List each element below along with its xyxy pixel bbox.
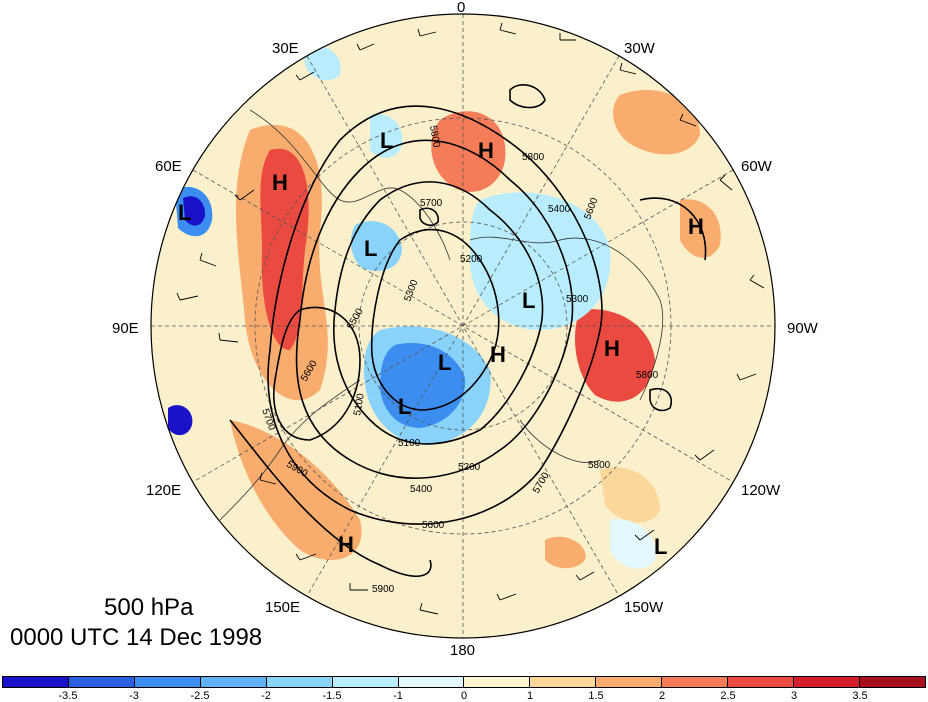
colorbar-tick-label: -1: [393, 690, 403, 702]
longitude-label-30e: 30E: [272, 40, 299, 57]
pressure-center-label: H: [272, 170, 288, 195]
map-disk: [150, 13, 776, 639]
colorbar-swatch: [728, 677, 795, 687]
colorbar-tick-label: 1.5: [588, 690, 604, 702]
warm-anomaly-north-america: [575, 309, 655, 402]
longitude-label-180: 180: [450, 642, 476, 659]
warm-anomaly-north-atlantic: [431, 111, 506, 192]
longitude-label-0: 0: [457, 0, 466, 16]
pressure-center-label: H: [490, 342, 506, 367]
wind-barbs: [176, 22, 765, 615]
cold-anomaly-east-china: [168, 405, 193, 436]
pressure-center-label: L: [438, 350, 451, 375]
cold-anomaly-canadian-arctic: [470, 192, 611, 330]
pressure-center-label: H: [478, 138, 494, 163]
pressure-center-label: L: [178, 200, 191, 225]
graticule: [151, 14, 775, 638]
colorbar-swatch: [530, 677, 597, 687]
colorbar-tick-label: 2: [658, 690, 666, 702]
pressure-center-label: L: [398, 394, 411, 419]
contour-label: 5100: [398, 438, 421, 449]
map-boundary: [150, 13, 776, 639]
contour-label: 5800: [636, 370, 659, 381]
colorbar-swatch: [200, 677, 267, 687]
pressure-centers: L H H L H L H L H L L H L: [178, 128, 704, 559]
colorbar-tick-label: -2.5: [190, 690, 210, 702]
contour-label: 5800: [588, 460, 611, 471]
contour-label: 5800: [427, 125, 442, 149]
longitude-label-150w: 150W: [624, 599, 664, 616]
colorbar-swatch: [794, 677, 860, 687]
colorbar-tick-label: -3: [129, 690, 139, 702]
colorbar-tick-label: 0: [460, 690, 468, 702]
pressure-level-title: 500 hPa: [104, 594, 194, 621]
colorbar-tick-label: -3.5: [58, 690, 78, 702]
colorbar-swatch: [464, 677, 531, 687]
colorbar-swatch: [596, 677, 663, 687]
longitude-label-60w: 60W: [741, 158, 772, 175]
colorbar-swatch: [3, 677, 69, 687]
longitude-label-120w: 120W: [741, 482, 781, 499]
colorbar-tick-label: -1.5: [322, 690, 342, 702]
longitude-label-60e: 60E: [155, 158, 182, 175]
anomaly-colorbar: [2, 676, 926, 688]
pressure-center-label: L: [522, 288, 535, 313]
cold-anomaly-pacific: [610, 519, 656, 569]
contour-label: 5400: [410, 484, 433, 495]
valid-time-title: 0000 UTC 14 Dec 1998: [10, 624, 263, 651]
colorbar-tick-label: 3.5: [852, 690, 868, 702]
pressure-center-label: H: [688, 214, 704, 239]
warm-anomaly-western-eurasia-core: [260, 148, 309, 350]
colorbar-swatch: [398, 677, 465, 687]
contour-label: 5300: [566, 294, 589, 305]
longitude-label-120e: 120E: [146, 482, 182, 499]
colorbar-swatch: [332, 677, 399, 687]
pressure-center-label: H: [604, 336, 620, 361]
colorbar-tick-label: -2: [261, 690, 271, 702]
contour-label: 5800: [522, 152, 545, 163]
cold-anomaly-arctic-siberia-core: [380, 343, 466, 428]
contour-label: 5700: [420, 198, 443, 209]
colorbar-tick-label: 3: [790, 690, 798, 702]
cold-anomaly-atlantic: [305, 44, 341, 81]
cold-anomaly-central-asia-core: [183, 196, 206, 226]
colorbar-tick-label: 1: [526, 690, 534, 702]
warm-anomaly-north-pacific: [545, 536, 586, 569]
pressure-center-label: L: [364, 236, 377, 261]
warm-anomaly-greenland-sea: [613, 89, 700, 155]
colorbar-swatch: [134, 677, 201, 687]
pressure-center-label: H: [338, 532, 354, 557]
contour-label: 5900: [372, 584, 395, 595]
colorbar-swatch: [859, 677, 925, 687]
warm-anomaly-subtropical-pacific: [600, 467, 660, 523]
pressure-center-label: L: [654, 534, 667, 559]
contour-label: 5100: [352, 392, 367, 416]
warm-anomaly-east-asia: [230, 420, 362, 560]
longitude-label-90e: 90E: [112, 320, 139, 337]
colorbar-tick-label: 2.5: [720, 690, 736, 702]
contour-label: 5600: [422, 520, 445, 531]
contour-label: 5200: [460, 254, 483, 265]
longitude-label-30w: 30W: [624, 40, 655, 57]
colorbar-swatch: [266, 677, 333, 687]
contour-label: 5200: [458, 462, 481, 473]
pressure-center-label: L: [380, 128, 393, 153]
contour-label: 5400: [548, 204, 571, 215]
longitude-label-150e: 150E: [265, 599, 301, 616]
colorbar-swatch: [662, 677, 729, 687]
colorbar-swatch: [68, 677, 135, 687]
height-contours: [229, 84, 707, 577]
longitude-label-90w: 90W: [787, 320, 818, 337]
